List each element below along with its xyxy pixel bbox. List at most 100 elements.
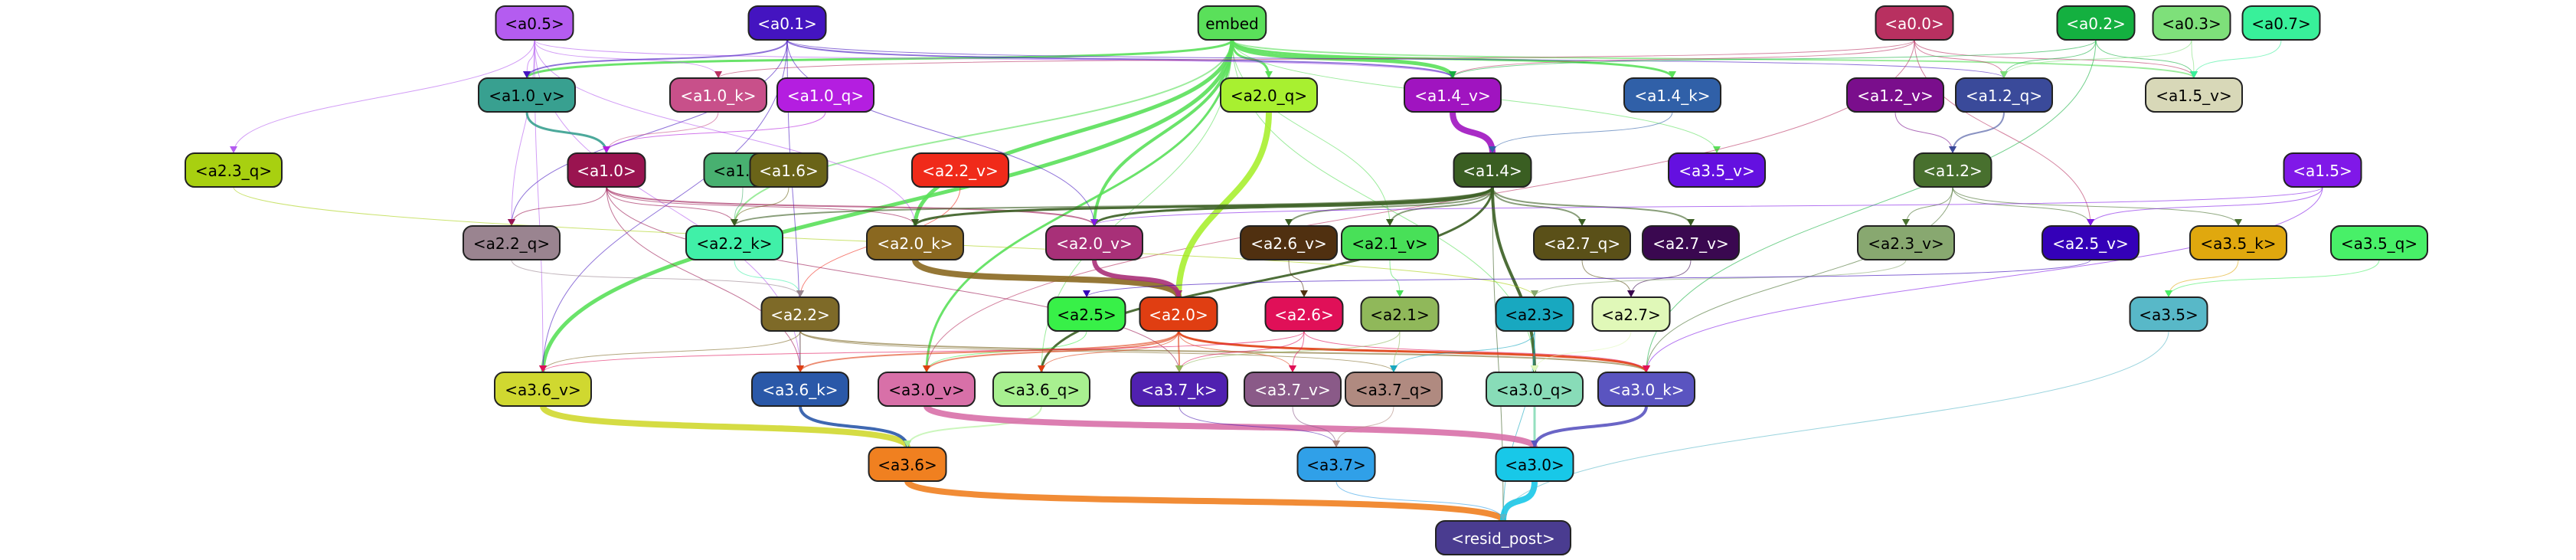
node-a3-5-q[interactable]: <a3.5_q>	[2330, 225, 2428, 260]
node-a3-6-v[interactable]: <a3.6_v>	[494, 372, 592, 407]
node-a3-5[interactable]: <a3.5>	[2129, 296, 2208, 332]
edge-a1.4-to-a2.0_v	[1093, 186, 1494, 227]
edge-a2.2_q-to-a2.2	[511, 259, 801, 298]
node-a3-7-v[interactable]: <a3.7_v>	[1244, 372, 1342, 407]
node-box	[2129, 296, 2208, 332]
node-a3-6[interactable]: <a3.6>	[868, 447, 947, 482]
node-a2-0-v[interactable]: <a2.0_v>	[1045, 225, 1143, 260]
node-embed[interactable]: embed	[1197, 5, 1267, 41]
node-a1-4[interactable]: <a1.4>	[1453, 152, 1532, 188]
node-a3-7[interactable]: <a3.7>	[1296, 447, 1376, 482]
node-box	[776, 77, 874, 113]
node-a2-7[interactable]: <a2.7>	[1591, 296, 1671, 332]
node-a2-0[interactable]: <a2.0>	[1139, 296, 1218, 332]
edge-a3.6-to-resid_post	[904, 479, 1506, 523]
node-a1-0[interactable]: <a1.0>	[567, 152, 646, 188]
node-a2-1[interactable]: <a2.1>	[1360, 296, 1440, 332]
arrowhead-a1.4-to-a2.6_v	[1285, 219, 1293, 226]
node-a2-2-v[interactable]: <a2.2_v>	[911, 152, 1009, 188]
node-a2-6-v[interactable]: <a2.6_v>	[1240, 225, 1338, 260]
edge-a1.4-to-a2.1_v	[1389, 186, 1493, 227]
edge-embed-to-a2.1_v	[1231, 39, 1391, 227]
node-a0-1[interactable]: <a0.1>	[747, 5, 827, 41]
node-a2-3-q[interactable]: <a2.3_q>	[185, 152, 283, 188]
node-a0-3[interactable]: <a0.3>	[2152, 5, 2231, 41]
node-label: <a2.2_k>	[696, 234, 772, 253]
arrowhead-a3.7_q-to-a3.7	[1332, 440, 1340, 447]
node-label: <a3.7>	[1306, 456, 1366, 474]
node-a2-5-v[interactable]: <a2.5_v>	[2042, 225, 2140, 260]
node-a0-0[interactable]: <a0.0>	[1875, 5, 1954, 41]
edge-a0.0-to-a1.4_v	[1452, 39, 1915, 79]
edge-a1.4-to-a2.2_k	[734, 186, 1493, 227]
node-box	[1453, 152, 1532, 188]
edge-a0.2-to-a3.0_k	[1646, 39, 2097, 373]
node-a3-6-k[interactable]: <a3.6_k>	[751, 372, 849, 407]
node-a1-2-v[interactable]: <a1.2_v>	[1846, 77, 1944, 113]
node-a0-2[interactable]: <a0.2>	[2056, 5, 2136, 41]
node-a1-0-k[interactable]: <a1.0_k>	[669, 77, 767, 113]
arrowhead-a3.5_q-to-a3.5	[2165, 290, 2172, 297]
node-label: <a3.7_k>	[1141, 381, 1217, 399]
node-label: <a2.0_k>	[877, 234, 953, 253]
node-a1-0-q[interactable]: <a1.0_q>	[776, 77, 874, 113]
node-a3-0-q[interactable]: <a3.0_q>	[1486, 372, 1584, 407]
node-a2-3-v[interactable]: <a2.3_v>	[1857, 225, 1955, 260]
node-a2-1-v[interactable]: <a2.1_v>	[1341, 225, 1439, 260]
node-a2-0-q[interactable]: <a2.0_q>	[1220, 77, 1318, 113]
node-label: <a3.6_k>	[762, 381, 838, 399]
arrowhead-a2.0-to-a3.0_v	[923, 365, 930, 372]
node-a2-7-q[interactable]: <a2.7_q>	[1533, 225, 1631, 260]
edge-a3.7-to-resid_post	[1335, 480, 1504, 522]
node-label: <a2.2>	[770, 306, 830, 324]
edge-embed-to-a2.0_k	[913, 39, 1234, 227]
node-a2-0-k[interactable]: <a2.0_k>	[866, 225, 964, 260]
arrowhead-a0.0-to-a1.0_k	[714, 71, 722, 78]
edge-a0.0-to-a2.5_v	[1914, 39, 2091, 227]
edge-a2.6_v-to-a2.6	[1288, 259, 1305, 298]
arrowhead-a2.6-to-a3.7_v	[1289, 365, 1296, 372]
node-a1-2[interactable]: <a1.2>	[1913, 152, 1992, 188]
node-a2-2-q[interactable]: <a2.2_q>	[463, 225, 561, 260]
node-a1-5-v[interactable]: <a1.5_v>	[2145, 77, 2243, 113]
node-box	[685, 225, 783, 260]
node-box	[1642, 225, 1740, 260]
node-a2-7-v[interactable]: <a2.7_v>	[1642, 225, 1740, 260]
node-a3-0-k[interactable]: <a3.0_k>	[1597, 372, 1695, 407]
node-a2-2[interactable]: <a2.2>	[760, 296, 840, 332]
edge-a3.0_k-to-a3.0	[1533, 405, 1648, 448]
node-a1-0-v[interactable]: <a1.0_v>	[478, 77, 576, 113]
node-a1-4-k[interactable]: <a1.4_k>	[1623, 77, 1721, 113]
node-a3-6-q[interactable]: <a3.6_q>	[992, 372, 1090, 407]
node-a3-0[interactable]: <a3.0>	[1495, 447, 1574, 482]
node-box	[1341, 225, 1439, 260]
node-box	[760, 296, 840, 332]
node-a1-6[interactable]: <a1.6>	[749, 152, 829, 188]
node-label: embed	[1205, 15, 1258, 33]
edge-a0.1-to-a2.0_v	[786, 39, 1095, 227]
node-a2-5[interactable]: <a2.5>	[1047, 296, 1126, 332]
node-a3-5-k[interactable]: <a3.5_k>	[2189, 225, 2287, 260]
node-a3-7-q[interactable]: <a3.7_q>	[1345, 372, 1443, 407]
edge-a0.3-to-a1.2_q	[2003, 39, 2192, 79]
node-box	[1435, 520, 1571, 555]
node-a0-5[interactable]: <a0.5>	[495, 5, 574, 41]
node-a2-2-k[interactable]: <a2.2_k>	[685, 225, 783, 260]
arrowhead-a3.6_q-to-a3.6	[904, 440, 911, 447]
node-a2-6[interactable]: <a2.6>	[1264, 296, 1344, 332]
node-a3-5-v[interactable]: <a3.5_v>	[1668, 152, 1766, 188]
arrowhead-a1.2-to-a3.5_k	[2234, 219, 2242, 226]
node-a2-3[interactable]: <a2.3>	[1495, 296, 1574, 332]
node-a1-5[interactable]: <a1.5>	[2283, 152, 2362, 188]
edge-a2.1-to-a3.7_q	[1393, 330, 1401, 373]
node-box	[1495, 447, 1574, 482]
node-a1-4-v[interactable]: <a1.4_v>	[1404, 77, 1502, 113]
edge-a1.4-to-a2.7_v	[1492, 186, 1692, 227]
edge-a2.0-to-a3.0_v	[926, 330, 1179, 373]
node-a3-7-k[interactable]: <a3.7_k>	[1130, 372, 1228, 407]
node-a3-0-v[interactable]: <a3.0_v>	[878, 372, 976, 407]
node-resid-post[interactable]: <resid_post>	[1435, 520, 1571, 555]
node-a1-2-q[interactable]: <a1.2_q>	[1955, 77, 2053, 113]
node-a0-7[interactable]: <a0.7>	[2241, 5, 2321, 41]
edge-embed-to-a2.0_q	[1231, 39, 1270, 79]
